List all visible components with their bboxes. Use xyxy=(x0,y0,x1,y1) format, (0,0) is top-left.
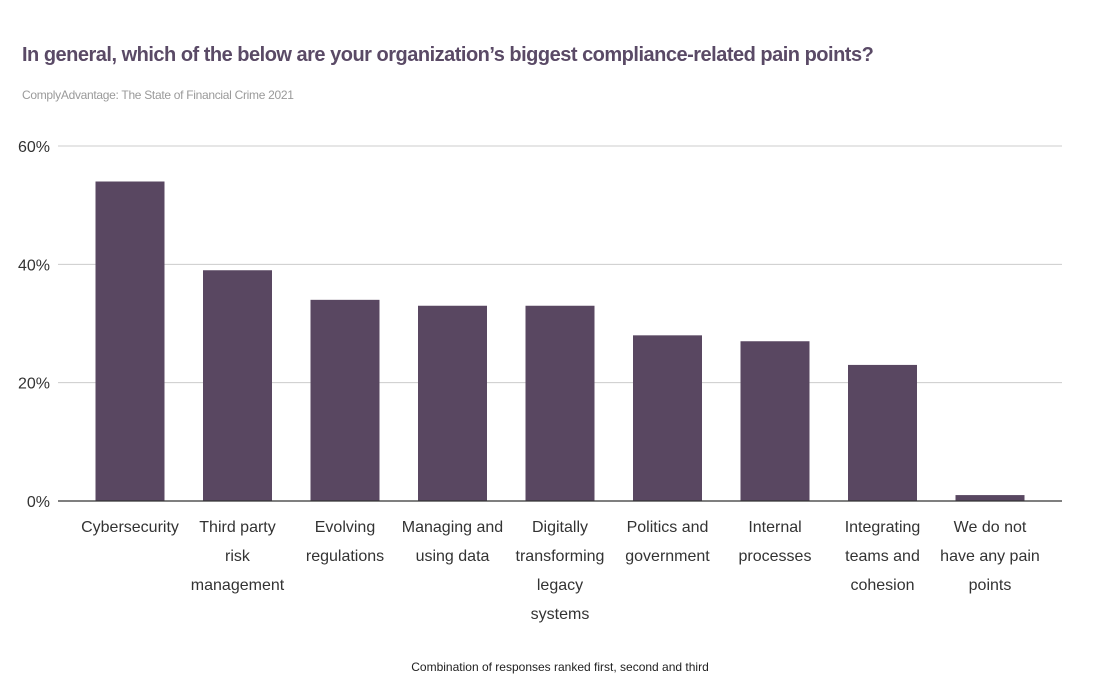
bar xyxy=(848,364,917,501)
category-label: Integrating teams and cohesion xyxy=(845,519,921,594)
y-tick-label: 60% xyxy=(18,139,50,156)
category-label: Third party risk management xyxy=(191,519,285,594)
category-label: Internal processes xyxy=(739,519,812,565)
bar xyxy=(95,181,165,501)
chart-subtitle: ComplyAdvantage: The State of Financial … xyxy=(22,88,294,102)
y-tick-label: 20% xyxy=(18,376,50,393)
y-tick-label: 0% xyxy=(27,494,50,511)
bar xyxy=(740,341,810,501)
bar xyxy=(633,335,702,501)
category-label: We do not have any pain points xyxy=(940,519,1040,594)
x-axis-categories: Cybersecurity Third party risk management Ev… xyxy=(81,519,1040,623)
bar xyxy=(310,299,380,501)
category-label: Digitally transforming legacy systems xyxy=(516,519,605,623)
y-axis-ticks: 0% 20% 40% 60% xyxy=(18,139,50,511)
bar xyxy=(525,305,595,501)
category-label: Evolving regulations xyxy=(306,519,384,565)
bar xyxy=(955,495,1025,501)
category-label: Managing and using data xyxy=(402,519,503,565)
bar xyxy=(418,305,487,501)
bars xyxy=(95,181,1025,501)
bar xyxy=(203,270,272,501)
y-tick-label: 40% xyxy=(18,257,50,274)
category-label: Politics and government xyxy=(625,519,710,565)
category-label: Cybersecurity xyxy=(81,519,179,536)
x-axis-title: Combination of responses ranked first, s… xyxy=(411,660,709,674)
chart-title: In general, which of the below are your … xyxy=(22,44,874,66)
